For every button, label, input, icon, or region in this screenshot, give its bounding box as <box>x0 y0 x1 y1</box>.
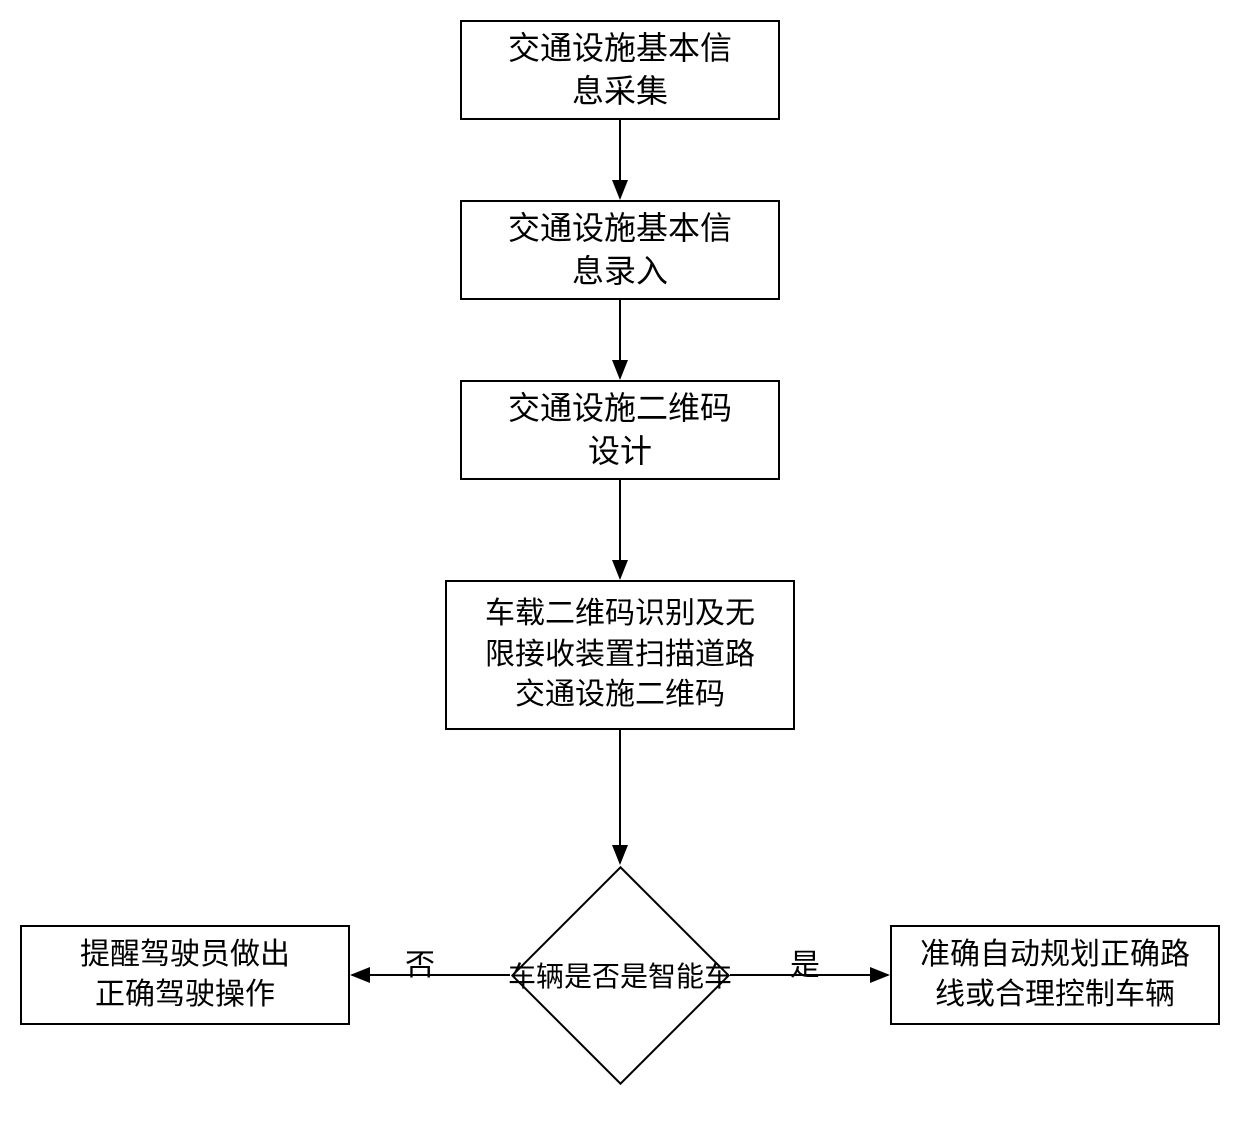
node-text: 息录入 <box>572 253 668 289</box>
flowchart-canvas: 交通设施基本信 息采集 交通设施基本信 息录入 交通设施二维码 设计 车载二维码… <box>0 0 1240 1146</box>
node-text: 交通设施二维码 <box>508 390 732 426</box>
node-text: 准确自动规划正确路 <box>920 938 1190 971</box>
node-text: 提醒驾驶员做出 <box>80 938 290 971</box>
node-remind-driver: 提醒驾驶员做出 正确驾驶操作 <box>20 925 350 1025</box>
node-text: 设计 <box>588 433 652 469</box>
node-scan-qr: 车载二维码识别及无 限接收装置扫描道路 交通设施二维码 <box>445 580 795 730</box>
node-text: 线或合理控制车辆 <box>935 978 1175 1011</box>
node-auto-plan: 准确自动规划正确路 线或合理控制车辆 <box>890 925 1220 1025</box>
node-collect-info: 交通设施基本信 息采集 <box>460 20 780 120</box>
node-text: 交通设施基本信 <box>508 210 732 246</box>
node-text: 限接收装置扫描道路 <box>485 638 755 671</box>
edge-label-yes: 是 <box>790 940 820 984</box>
node-text: 车载二维码识别及无 <box>485 597 755 630</box>
node-enter-info: 交通设施基本信 息录入 <box>460 200 780 300</box>
decision-text: 车辆是否是智能车 <box>508 955 732 995</box>
edge-label-no: 否 <box>405 940 435 984</box>
node-text: 正确驾驶操作 <box>95 978 275 1011</box>
node-text: 息采集 <box>572 73 668 109</box>
decision-is-smart-car: 车辆是否是智能车 <box>510 865 730 1085</box>
node-text: 交通设施二维码 <box>515 678 725 711</box>
node-qr-design: 交通设施二维码 设计 <box>460 380 780 480</box>
node-text: 交通设施基本信 <box>508 30 732 66</box>
